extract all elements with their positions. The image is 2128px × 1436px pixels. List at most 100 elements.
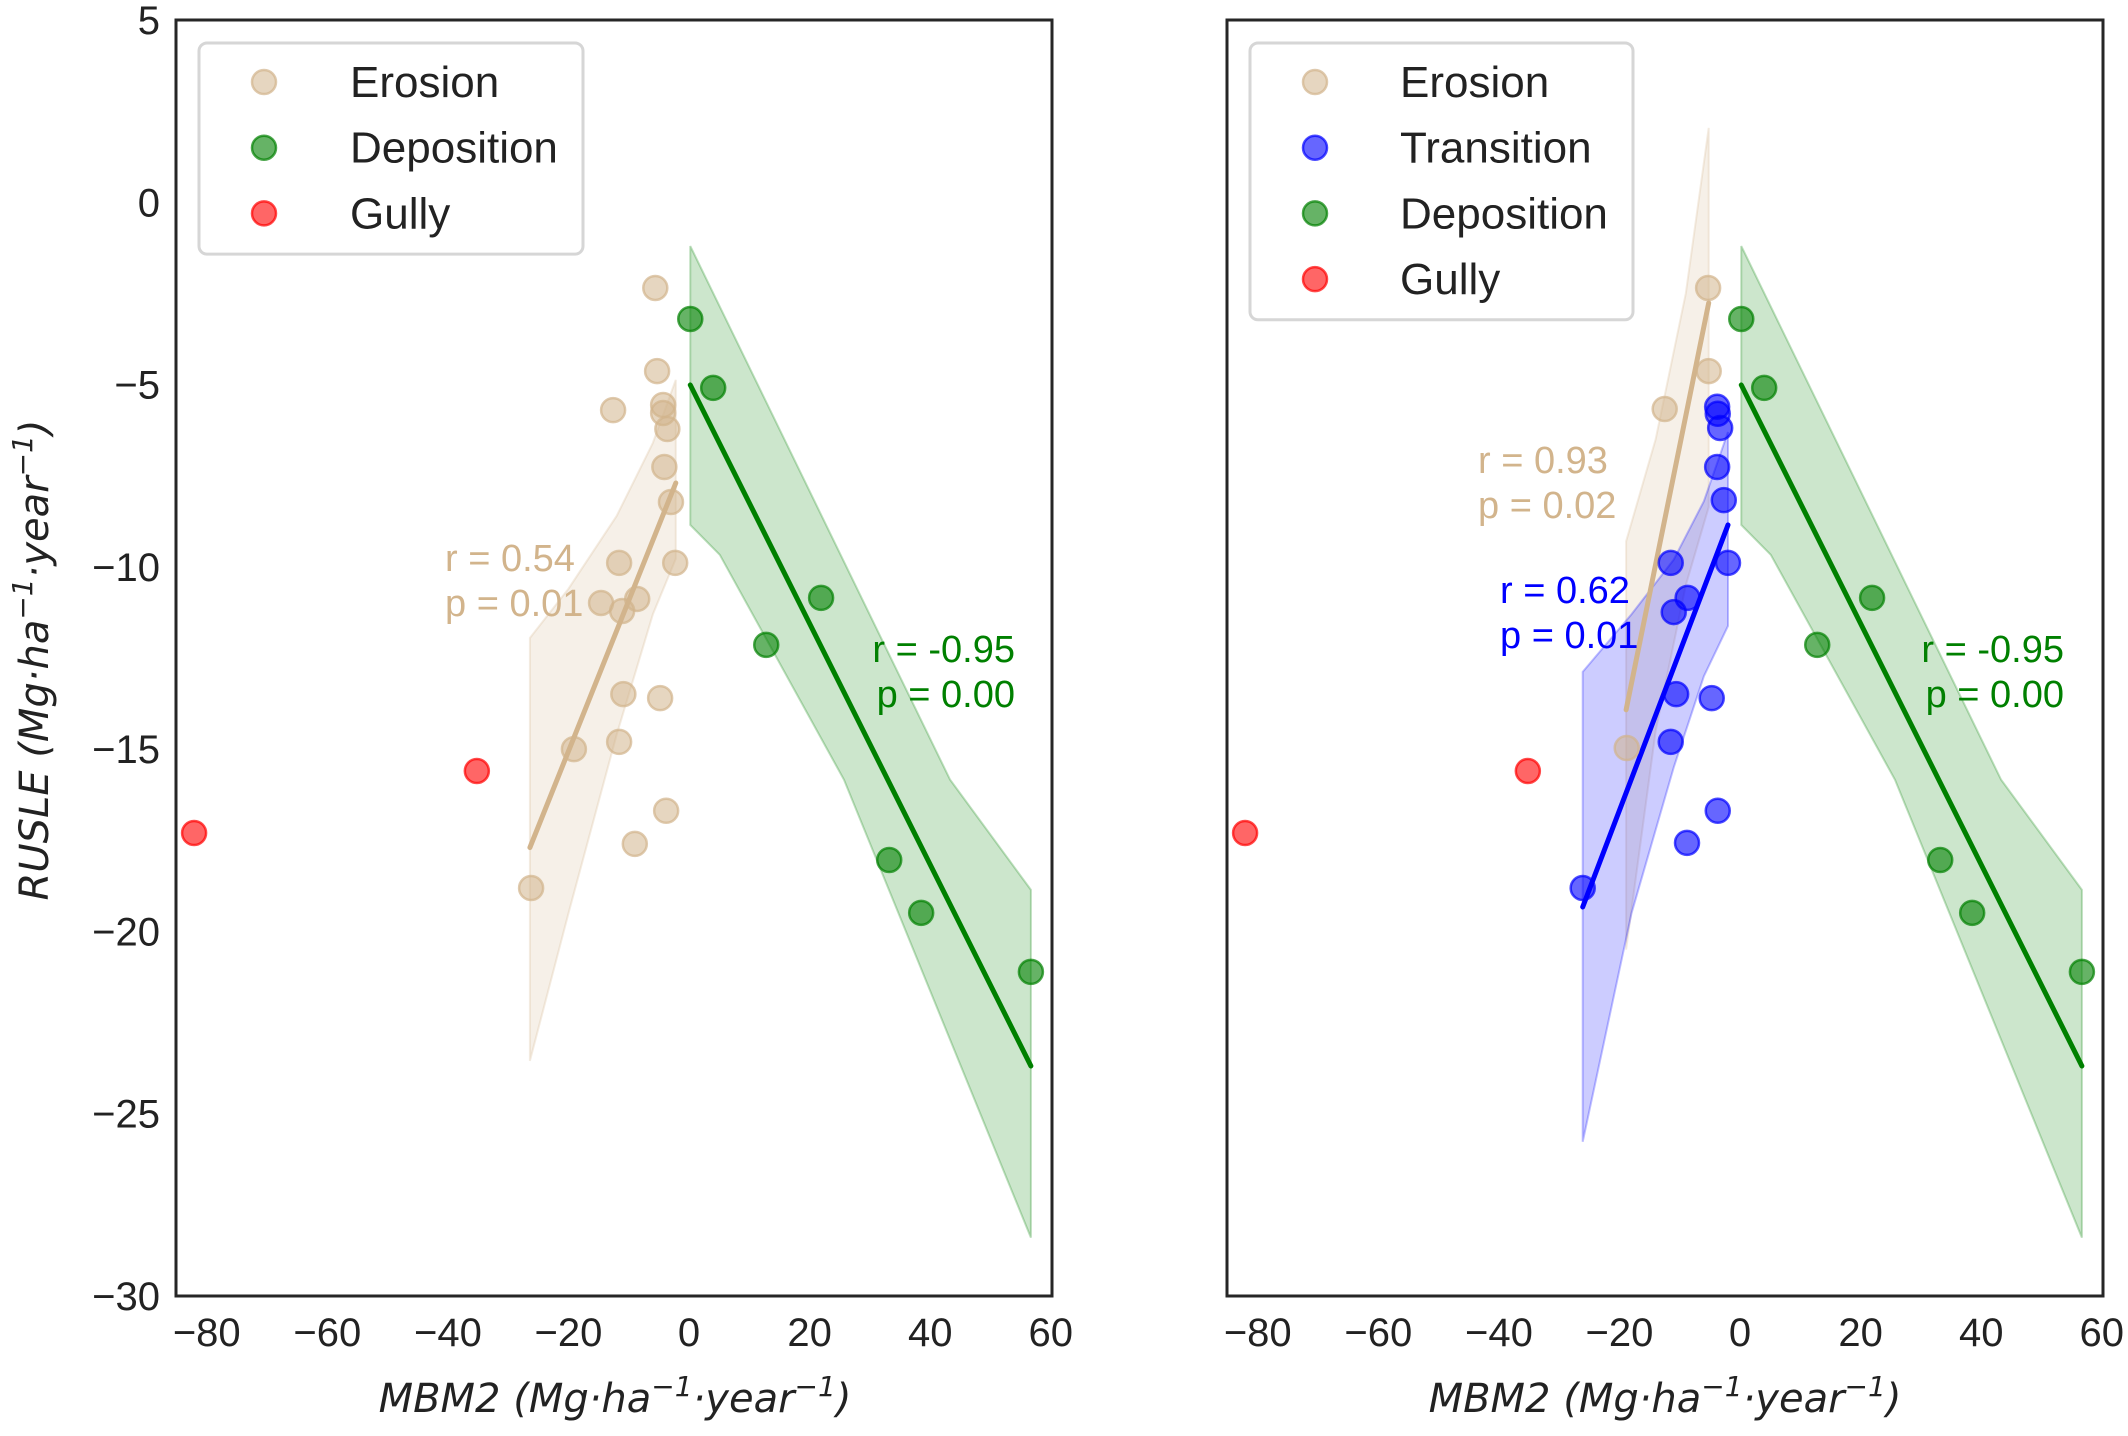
x-tick-label: −20 [1586,1311,1654,1355]
y-tick-label: 5 [138,0,160,43]
x-axis-label-sup: −1 [1845,1370,1886,1403]
transition-point [1704,797,1732,825]
deposition-point [677,305,704,333]
fit-lines [1580,300,2085,1069]
erosion-point [599,396,627,424]
fit-lines [527,382,1034,1069]
erosion-r-annotation: r = 0.93 [1478,440,1608,482]
erosion-regression-line [527,480,679,851]
x-tick-labels: −80 −60 −40 −20 0 20 40 60 [173,1311,1073,1355]
x-tick-label: 40 [1959,1311,2004,1355]
transition-point [1657,728,1684,756]
x-tick-label: −40 [414,1311,482,1355]
erosion-point [605,549,633,577]
deposition-point [1728,305,1755,333]
legend-box [197,41,585,256]
y-axis-label-mid: ·year [12,474,58,579]
erosion-point [642,274,669,302]
x-axis-label-main: MBM2 (Mg·ha [379,1376,652,1422]
x-tick-label: −60 [293,1311,361,1355]
erosion-point [608,597,636,625]
deposition-p-annotation: p = 0.00 [877,674,1015,716]
erosion-point [652,797,680,825]
deposition-r-annotation: r = -0.95 [872,629,1015,671]
deposition-regression-line [1738,382,2085,1069]
x-tick-label: 20 [787,1311,832,1355]
y-axis-label-main: RUSLE (Mg·ha [12,620,58,901]
x-axis-label-sup: −1 [1701,1370,1742,1403]
erosion-point [657,488,685,516]
x-axis-label-sup: −1 [795,1370,836,1403]
x-tick-label: −20 [535,1311,603,1355]
gully-point [1231,819,1259,847]
x-axis-label: MBM2 (Mg·ha−1·year−1) [379,1370,852,1422]
legend-label-deposition: Deposition [1400,189,1608,238]
legend-marker-deposition [250,134,278,161]
x-axis-label: MBM2 (Mg·ha−1·year−1) [1429,1370,1902,1422]
erosion-point [1694,274,1722,302]
transition-p-annotation: p = 0.01 [1500,615,1638,657]
legend: Erosion Transition Deposition Gully [1248,41,1635,322]
x-tick-label: 20 [1838,1311,1883,1355]
x-tick-label: −80 [1224,1311,1292,1355]
x-axis-label-end: ) [833,1376,852,1422]
scatter-points [1231,274,2096,986]
y-tick-label: 0 [138,181,160,225]
erosion-p-annotation: p = 0.01 [445,583,583,625]
legend-marker-gully [1301,265,1329,293]
deposition-point [1750,374,1778,402]
y-tick-label: −30 [92,1275,160,1319]
x-tick-label: 60 [2080,1311,2125,1355]
deposition-point [1926,846,1954,874]
y-axis-label-sup: −1 [6,578,39,619]
deposition-point [2068,958,2096,986]
legend-marker-deposition [1301,200,1329,227]
legend-label-erosion: Erosion [350,58,499,107]
right-panel: r = 0.93p = 0.02 r = 0.62p = 0.01 r = -0.9… [1224,18,2124,1422]
deposition-point [699,374,727,402]
axes-frame [174,18,1054,1298]
scatter-points [180,274,1045,986]
transition-point [1706,414,1734,442]
x-axis-label-mid: ·year [1743,1376,1848,1422]
transition-regression-line [1580,522,1731,910]
deposition-confidence-band [1740,245,2083,1239]
deposition-point [1958,899,1986,927]
x-tick-labels: −80 −60 −40 −20 0 20 40 60 [1224,1311,2124,1355]
erosion-point [610,680,637,708]
deposition-point [1017,958,1045,986]
x-tick-label: −60 [1344,1311,1412,1355]
y-tick-label: −15 [92,728,160,772]
annotations: r = 0.93p = 0.02 r = 0.62p = 0.01 r = -0.9… [1478,440,2064,716]
erosion-point [1613,734,1640,762]
legend-label-erosion: Erosion [1400,58,1549,107]
transition-point [1657,549,1684,577]
deposition-point [1858,584,1886,612]
x-axis-label-mid: ·year [693,1376,798,1422]
erosion-p-annotation: p = 0.02 [1478,485,1616,527]
legend-box [1248,41,1635,322]
erosion-r-annotation: r = 0.54 [445,538,575,580]
legend-label-deposition: Deposition [350,124,558,173]
legend-marker-transition [1301,134,1329,161]
deposition-r-annotation: r = -0.95 [1921,629,2064,671]
x-tick-label: −80 [173,1311,241,1355]
x-tick-label: 0 [678,1311,700,1355]
ci-bands [528,245,1032,1239]
legend-marker-gully [250,200,278,227]
x-axis-label-sup: −1 [651,1370,692,1403]
legend-label-transition: Transition [1400,124,1592,173]
transition-point [1569,874,1596,902]
erosion-regression-line [1623,300,1712,713]
transition-point [1673,829,1701,857]
x-tick-label: 60 [1029,1311,1074,1355]
y-tick-label: −20 [92,910,160,954]
erosion-point [646,684,674,712]
deposition-point [1803,631,1831,659]
deposition-confidence-band [689,245,1032,1239]
deposition-regression-line [687,382,1034,1069]
erosion-point [605,728,633,756]
y-tick-labels: 5 0 −5 −10 −15 −20 −25 −30 [92,0,160,1319]
transition-point [1662,680,1690,708]
